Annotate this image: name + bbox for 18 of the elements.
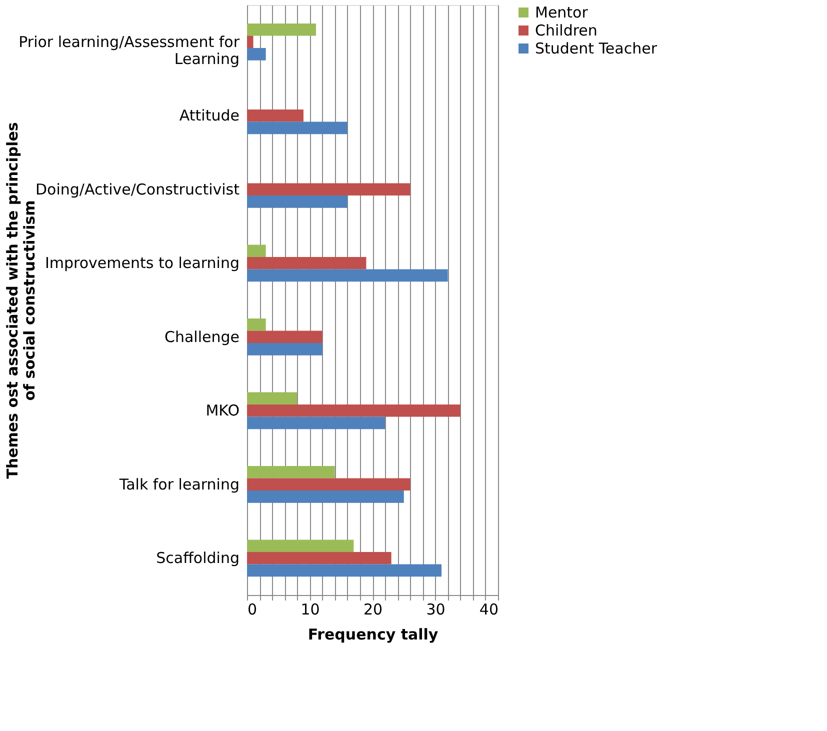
- y-tick-label: Improvements to learning: [44, 254, 240, 272]
- y-axis-title: Themes ost associated with the principles of social constructivism: [4, 122, 38, 479]
- y-tick-label: MKO: [206, 402, 240, 420]
- x-tick-label: 40: [479, 600, 498, 618]
- y-tick-label: Attitude: [179, 106, 240, 125]
- x-tick-label: 0: [248, 600, 258, 618]
- x-tick-label: 20: [363, 600, 383, 618]
- x-tick-label: 10: [300, 600, 320, 618]
- legend-label: Student Teacher: [535, 40, 658, 58]
- y-tick-label: Talk for learning: [118, 475, 240, 494]
- y-tick-label: Challenge: [164, 328, 240, 346]
- y-tick-label: Doing/Active/Constructivist: [36, 180, 240, 198]
- y-tick-label: Scaffolding: [156, 549, 240, 568]
- x-axis-title: Frequency tally: [308, 626, 438, 644]
- legend-label: Mentor: [535, 4, 589, 22]
- x-tick-label: 30: [426, 600, 446, 618]
- y-tick-label: Prior learning/Assessment for Learning: [18, 32, 240, 68]
- legend-label: Children: [535, 22, 598, 40]
